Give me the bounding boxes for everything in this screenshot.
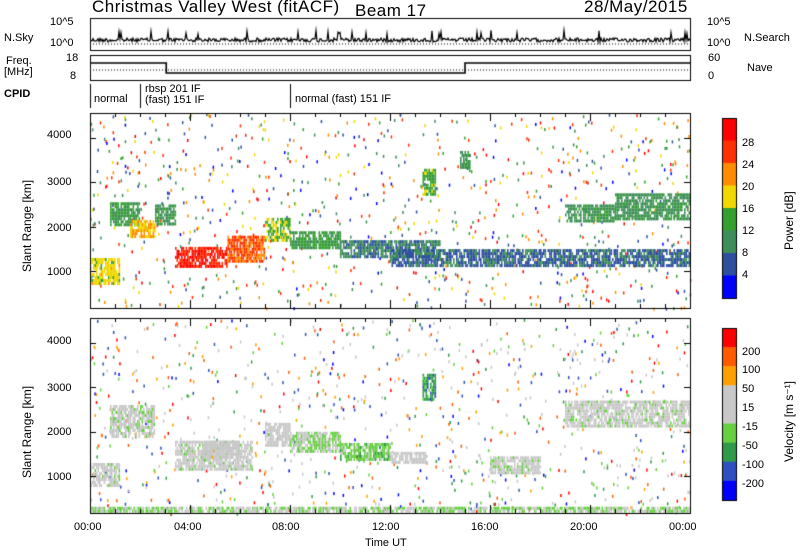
power-cb-tick-16: 16 bbox=[742, 203, 755, 215]
power-cb-label: Power [dB] bbox=[782, 191, 796, 250]
power-ylabel: Slant Range [km] bbox=[20, 179, 34, 272]
xtick-3: 12:00 bbox=[372, 521, 400, 533]
velocity-ytick-3000: 3000 bbox=[47, 382, 72, 394]
xtick-1: 04:00 bbox=[174, 521, 202, 533]
noise-left-tick-top: 10^5 bbox=[50, 16, 74, 28]
nave-label: Nave bbox=[747, 62, 773, 74]
noise-right-tick-bottom: 10^0 bbox=[707, 37, 731, 49]
power-cb-tick-12: 12 bbox=[742, 225, 755, 237]
vel-cb-tick-m200: -200 bbox=[742, 478, 765, 490]
velocity-ylabel: Slant Range [km] bbox=[20, 385, 34, 478]
velocity-ytick-2000: 2000 bbox=[47, 426, 72, 438]
power-cb-tick-24: 24 bbox=[742, 159, 755, 171]
vel-cb-tick-100: 100 bbox=[742, 364, 761, 376]
cpid-segment-2: rbsp 201 IF bbox=[145, 83, 201, 95]
beam-title: Beam 17 bbox=[355, 1, 427, 20]
velocity-ytick-4000: 4000 bbox=[47, 335, 72, 347]
velocity-cb-label: Velocity [m s⁻¹] bbox=[782, 380, 796, 462]
vel-cb-tick-15: 15 bbox=[742, 402, 755, 414]
xtick-4: 16:00 bbox=[471, 521, 499, 533]
freq-left-tick-bottom: 8 bbox=[70, 70, 77, 82]
power-cb-tick-28: 28 bbox=[742, 137, 755, 149]
xtick-0: 00:00 bbox=[74, 521, 102, 533]
station-title: Christmas Valley West (fitACF) bbox=[92, 0, 340, 16]
power-cb-tick-4: 4 bbox=[742, 269, 749, 281]
freq-left-tick-top: 18 bbox=[66, 52, 79, 64]
xlabel: Time UT bbox=[365, 537, 407, 549]
cpid-segment-1: normal bbox=[94, 93, 128, 105]
vel-cb-tick-200: 200 bbox=[742, 346, 761, 358]
date-title: 28/May/2015 bbox=[584, 0, 688, 16]
cpid-segment-3: normal (fast) 151 IF bbox=[295, 93, 391, 105]
velocity-ytick-1000: 1000 bbox=[47, 471, 72, 483]
nsearch-label: N.Search bbox=[744, 32, 790, 44]
power-cb-tick-8: 8 bbox=[742, 247, 749, 259]
vel-cb-tick-m100: -100 bbox=[742, 459, 765, 471]
vel-cb-tick-m15: -15 bbox=[742, 421, 758, 433]
noise-left-tick-bottom: 10^0 bbox=[50, 37, 74, 49]
xtick-2: 08:00 bbox=[272, 521, 300, 533]
nave-right-tick-top: 60 bbox=[708, 52, 721, 64]
freq-unit-label: [MHz] bbox=[4, 66, 33, 78]
cpid-label: CPID bbox=[4, 88, 31, 100]
xtick-6: 00:00 bbox=[669, 521, 697, 533]
cpid-segment-2b: (fast) 151 IF bbox=[145, 94, 205, 106]
vel-cb-tick-m50: -50 bbox=[742, 440, 758, 452]
power-cb-tick-20: 20 bbox=[742, 181, 755, 193]
power-ytick-2000: 2000 bbox=[47, 222, 72, 234]
nave-right-tick-bottom: 0 bbox=[708, 70, 715, 82]
nsky-label: N.Sky bbox=[4, 32, 34, 44]
power-ytick-3000: 3000 bbox=[47, 176, 72, 188]
noise-right-tick-top: 10^5 bbox=[707, 16, 731, 28]
freq-label: Freq. bbox=[6, 55, 32, 67]
xtick-5: 20:00 bbox=[570, 521, 598, 533]
vel-cb-tick-50: 50 bbox=[742, 383, 755, 395]
power-ytick-1000: 1000 bbox=[47, 266, 72, 278]
power-ytick-4000: 4000 bbox=[47, 129, 72, 141]
